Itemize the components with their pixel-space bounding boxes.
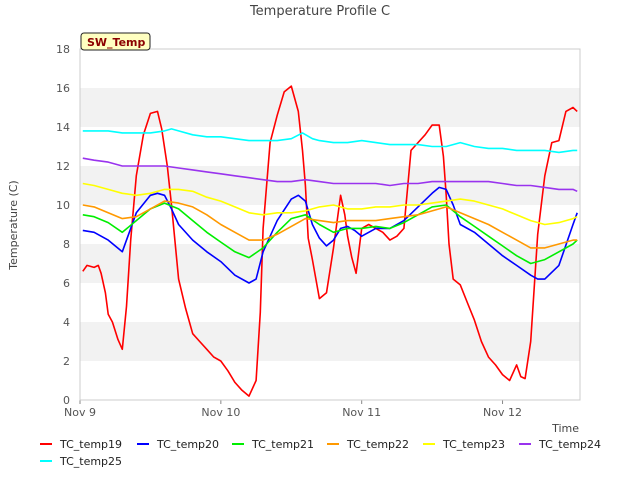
legend-label-tc-temp20: TC_temp20: [156, 438, 219, 451]
y-tick-label: 6: [63, 277, 70, 290]
x-tick-label: Nov 11: [342, 406, 381, 419]
series-line-tc-temp25: [82, 128, 578, 154]
badge-box: [80, 32, 151, 51]
series-lines: [82, 85, 578, 397]
y-tick-label: 12: [56, 160, 70, 173]
grid-bands: [80, 49, 580, 400]
series-line-tc-temp23: [82, 182, 578, 226]
series-line-tc-temp24: [82, 157, 578, 193]
x-tick-label: Nov 10: [201, 406, 240, 419]
y-tick-label: 14: [56, 121, 70, 134]
chart-title: Temperature Profile C: [249, 4, 390, 19]
y-tick-label: 2: [63, 355, 70, 368]
plot-frame: [79, 48, 581, 401]
grid-band: [80, 283, 580, 322]
x-axis-ticks: Nov 9 Nov 10 Nov 11 Nov 12: [64, 400, 522, 419]
y-tick-label: 16: [56, 82, 70, 95]
y-tick-label: 4: [63, 316, 70, 329]
y-tick-label: 18: [56, 43, 70, 56]
legend-label-tc-temp19: TC_temp19: [59, 438, 122, 451]
y-tick-label: 10: [56, 199, 70, 212]
series-line-tc-temp19: [82, 85, 578, 397]
y-axis-ticks: 0 2 4 6 8 10 12 14 16 18: [56, 43, 70, 407]
grid-band: [80, 49, 580, 88]
grid-band: [80, 127, 580, 166]
y-axis-label: Temperature (C): [7, 180, 20, 270]
x-axis-label: Time: [551, 422, 579, 435]
legend-label-tc-temp22: TC_temp22: [346, 438, 409, 451]
y-tick-label: 8: [63, 238, 70, 251]
legend-label-tc-temp24: TC_temp24: [538, 438, 601, 451]
legend: TC_temp19 TC_temp20 TC_temp21 TC_temp22 TC_t…: [40, 438, 601, 468]
grid-band: [80, 88, 580, 127]
grid-band: [80, 244, 580, 283]
x-tick-label: Nov 12: [483, 406, 522, 419]
grid-band: [80, 322, 580, 361]
legend-label-tc-temp23: TC_temp23: [442, 438, 505, 451]
grid-band: [80, 205, 580, 244]
series-line-tc-temp22: [82, 200, 578, 249]
legend-label-tc-temp21: TC_temp21: [251, 438, 314, 451]
x-tick-label: Nov 9: [64, 406, 96, 419]
y-tick-label: 0: [63, 394, 70, 407]
series-line-tc-temp21: [82, 202, 578, 265]
sw-temp-badge: SW_Temp: [80, 32, 151, 51]
grid-band: [80, 361, 580, 400]
badge-label: SW_Temp: [87, 36, 146, 49]
legend-label-tc-temp25: TC_temp25: [59, 455, 122, 468]
series-line-tc-temp20: [82, 186, 578, 284]
grid-band: [80, 166, 580, 205]
